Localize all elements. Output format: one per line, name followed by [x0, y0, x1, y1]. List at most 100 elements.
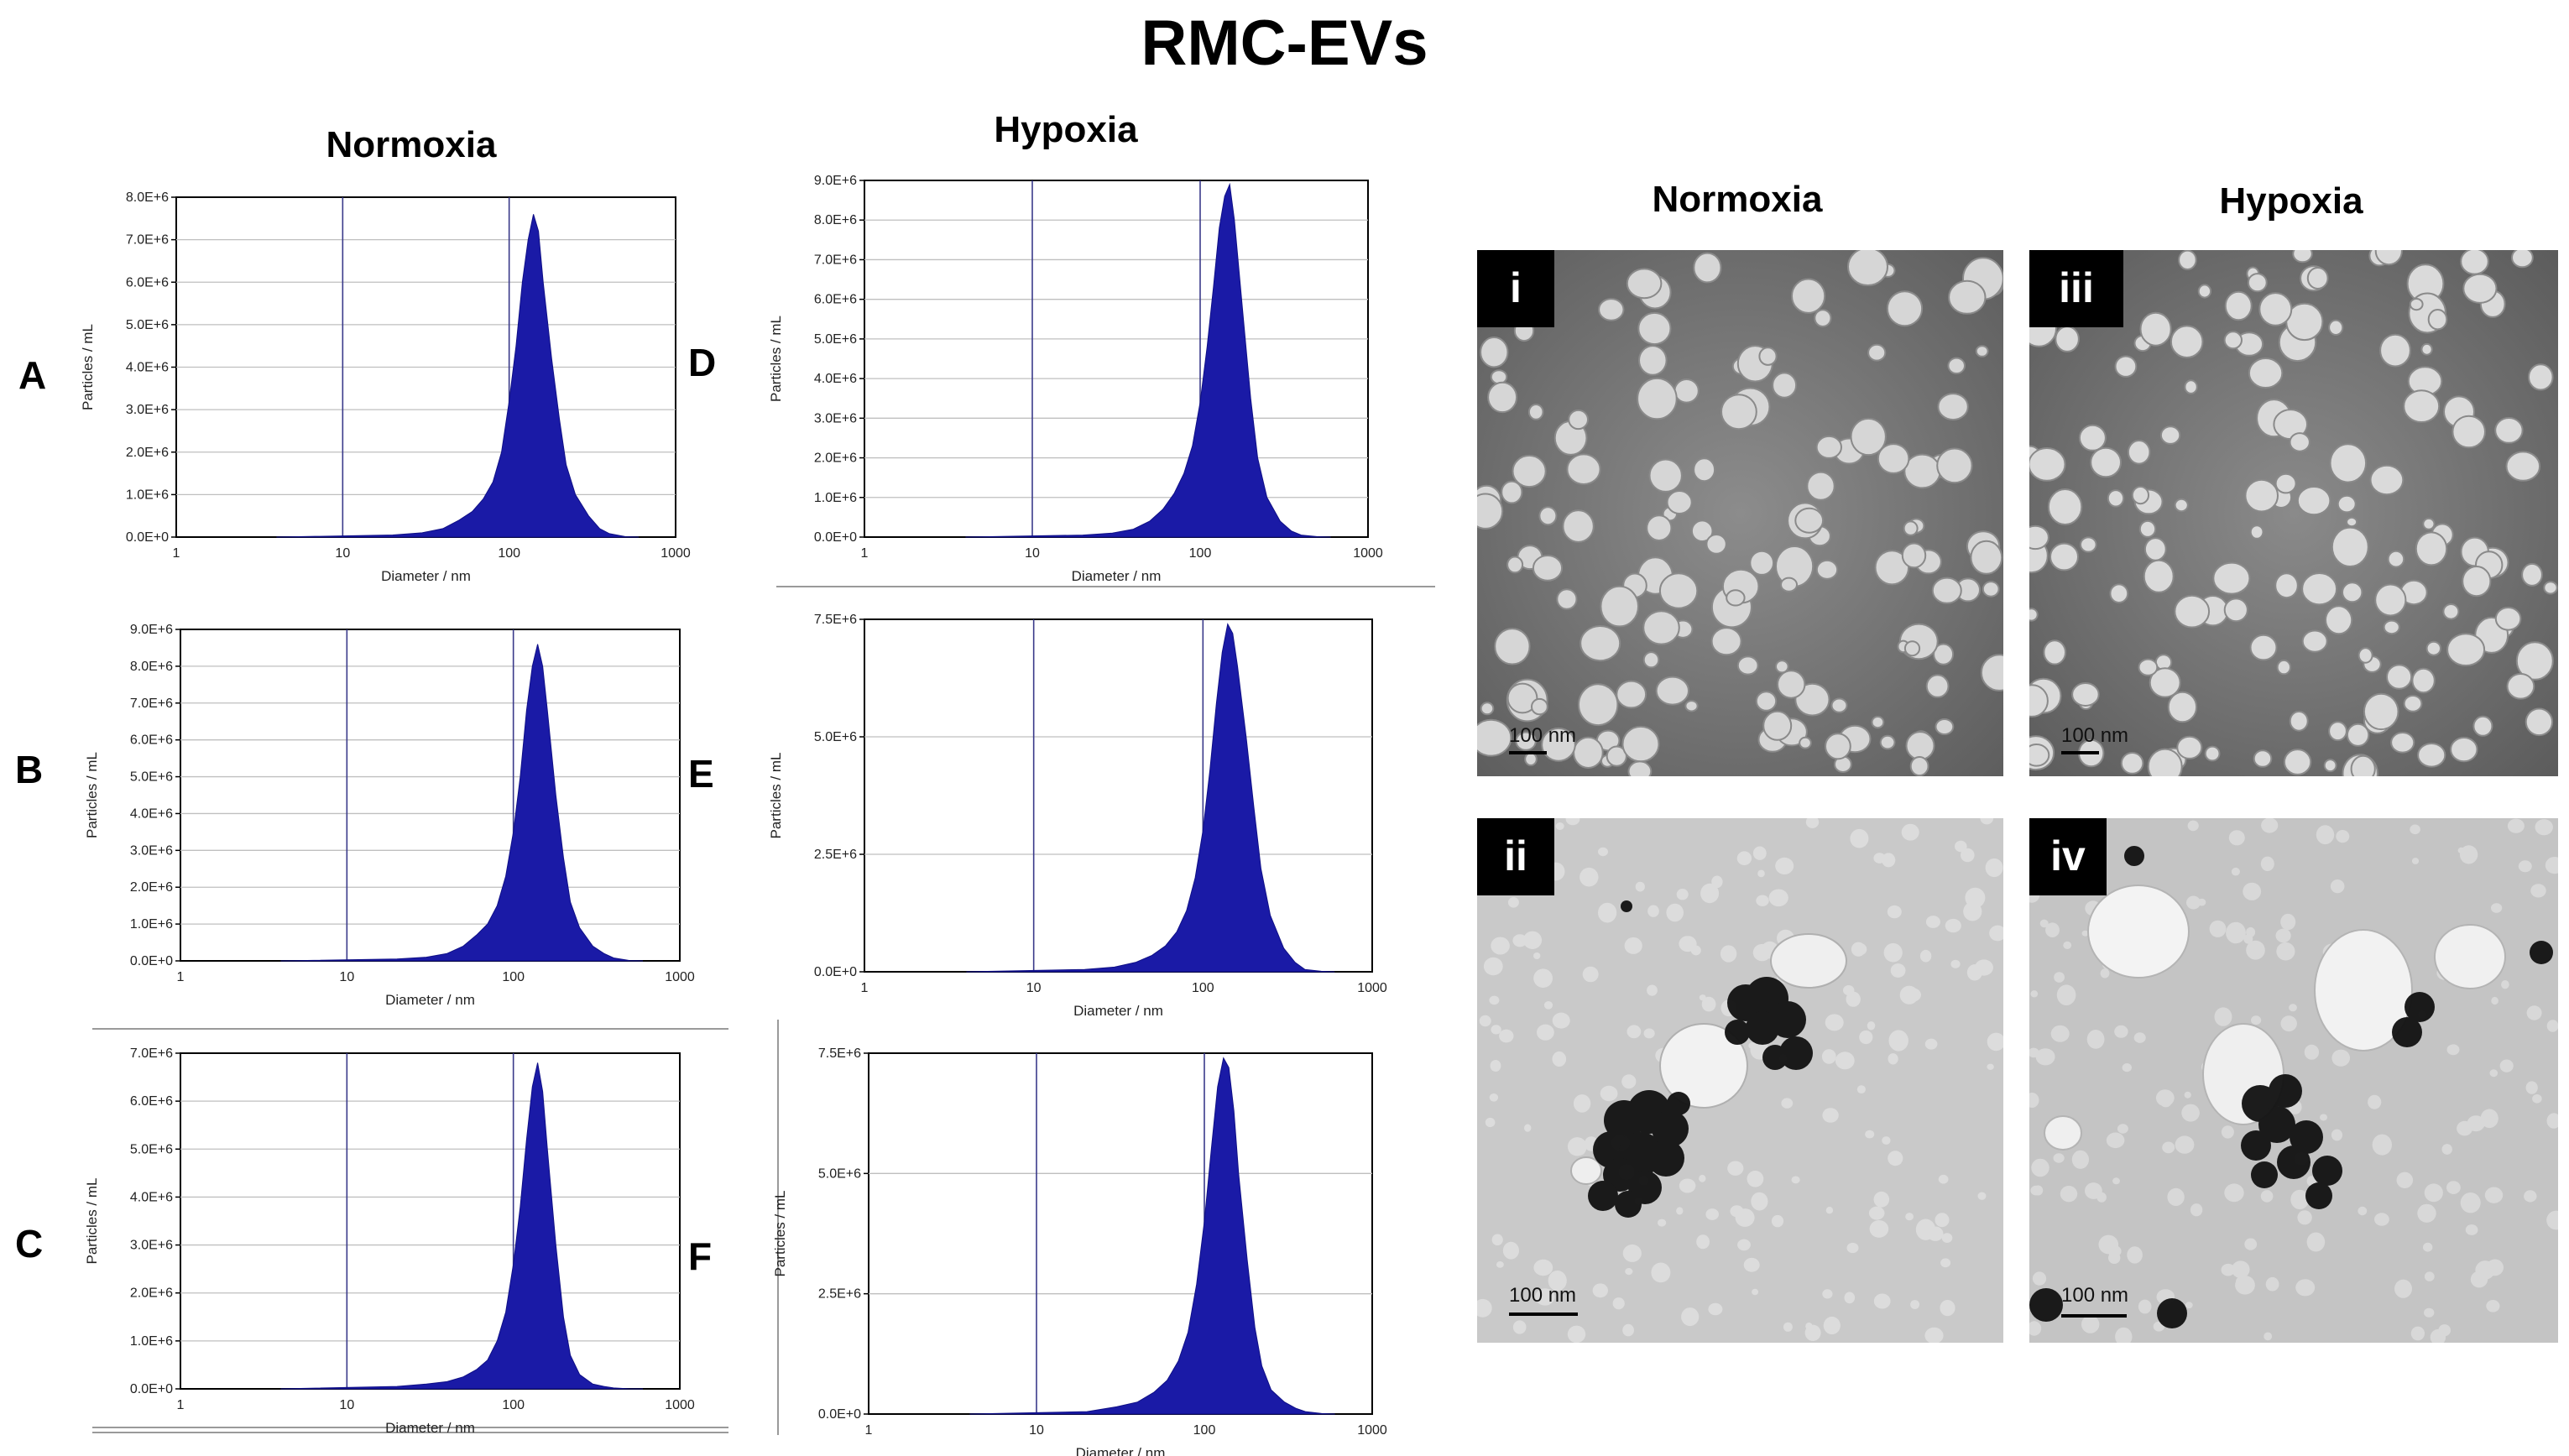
vesicle: [2386, 664, 2413, 690]
plot-area: [864, 180, 1369, 538]
vesicle: [2246, 926, 2256, 937]
plot-area: [180, 629, 681, 962]
plot-area: [864, 618, 1373, 973]
y-tick-label: 7.5E+6: [818, 1046, 861, 1061]
vesicle: [1606, 745, 1627, 767]
vesicle: [2081, 930, 2089, 937]
vesicle: [2071, 1150, 2089, 1169]
y-tick-label: 4.0E+6: [814, 372, 857, 386]
vesicle: [1491, 1025, 1501, 1035]
vesicle: [2484, 1187, 2504, 1203]
vesicle: [2112, 1177, 2120, 1185]
vesicle: [2251, 1015, 2262, 1025]
y-tick-label: 6.0E+6: [130, 1094, 173, 1109]
panel-letter-f: F: [688, 1234, 713, 1278]
vesicle: [1651, 1262, 1671, 1283]
vesicle: [2107, 1245, 2122, 1257]
vesicle: [1622, 1323, 1634, 1337]
histogram-area: [966, 623, 1335, 973]
divider-line: [777, 1020, 779, 1435]
vesicle: [2243, 882, 2262, 900]
vesicle: [2417, 743, 2446, 768]
vesicle: [2039, 919, 2049, 928]
vesicle: [2178, 250, 2197, 270]
vesicle: [1868, 1206, 1885, 1220]
vesicle: [1882, 1136, 1891, 1145]
vesicle: [2295, 1279, 2316, 1297]
tem-tag-iv: iv: [2029, 818, 2107, 895]
vesicle: [2109, 583, 2129, 604]
vesicle: [1768, 889, 1788, 907]
vesicle: [2244, 1238, 2258, 1250]
vesicle: [1700, 883, 1720, 904]
vesicle: [2304, 1044, 2320, 1060]
vesicle: [1762, 710, 1793, 741]
vesicle: [2187, 820, 2199, 832]
vesicle: [1982, 581, 2000, 598]
vesicle: [1655, 676, 1690, 706]
vesicle: [1533, 952, 1541, 959]
vesicle: [1711, 875, 1723, 889]
vesicle: [2115, 1327, 2133, 1343]
vesicle: [1805, 1322, 1813, 1330]
vesicle: [1710, 627, 1742, 656]
vesicle: [1477, 1298, 1492, 1318]
histogram-area: [969, 1057, 1335, 1415]
vesicle: [2232, 1260, 2250, 1278]
y-tick-label: 2.0E+6: [126, 446, 169, 460]
vesicle: [2301, 572, 2338, 606]
vesicle: [1479, 1015, 1491, 1027]
x-axis-label: Diameter / nm: [385, 1420, 475, 1436]
vesicle: [2323, 759, 2337, 773]
vesicle: [2280, 913, 2296, 931]
vesicle: [1578, 683, 1619, 727]
vesicle: [2274, 572, 2299, 599]
vesicle: [2494, 607, 2522, 631]
vesicle: [2368, 1094, 2382, 1109]
vesicle: [1948, 279, 1987, 315]
vesicle: [2489, 1069, 2499, 1078]
vesicle: [1901, 823, 1919, 841]
vesicle: [2292, 250, 2313, 264]
vesicle: [1736, 851, 1752, 865]
tem-image-iii: iii 100 nm: [2029, 250, 2558, 776]
vesicle: [1538, 506, 1558, 526]
vesicle: [1775, 857, 1794, 874]
y-tick-label: 0.0E+0: [818, 1407, 861, 1422]
scale-label: 100 nm: [2061, 724, 2129, 747]
nta-chart-e: 0.0E+0 2.5E+6 5.0E+6 7.5E+6 1 10 100 1000 Diamet…: [768, 613, 1387, 1019]
vesicle: [2029, 1093, 2039, 1108]
vesicle: [1512, 934, 1527, 947]
vesicle: [1756, 895, 1769, 906]
vesicle: [1543, 1001, 1553, 1010]
vesicle: [2403, 695, 2423, 712]
vesicle: [1727, 1161, 1744, 1176]
vesicle: [1696, 1234, 1710, 1250]
vesicle: [2499, 1059, 2514, 1072]
vesicle: [2410, 1326, 2425, 1341]
vesicle: [2176, 735, 2203, 759]
vesicle: [1566, 453, 1601, 486]
tem-tag-iii: iii: [2029, 250, 2123, 327]
vesicle: [2197, 898, 2206, 906]
vesicle: [1791, 278, 1826, 314]
scale-bar: 100 nm: [1509, 724, 1593, 758]
y-tick-label: 8.0E+6: [130, 660, 173, 674]
vesicle: [2515, 641, 2554, 681]
y-tick-label: 5.0E+6: [130, 1142, 173, 1156]
vesicle: [2470, 1271, 2488, 1288]
vesicle: [1940, 1300, 1955, 1317]
vesicle: [1935, 1213, 1950, 1228]
vesicle: [2209, 920, 2227, 937]
vesicle: [1690, 519, 1714, 543]
vesicle: [2462, 566, 2492, 598]
vesicle: [1621, 1074, 1637, 1089]
histogram-area: [280, 644, 644, 962]
vesicle: [2525, 1081, 2538, 1094]
vesicle: [1616, 680, 1647, 709]
x-tick-label: 100: [1189, 546, 1212, 561]
vesicle: [1490, 369, 1508, 385]
vesicle: [1647, 984, 1658, 996]
vesicle: [1625, 1268, 1633, 1276]
vesicle: [2460, 250, 2489, 275]
